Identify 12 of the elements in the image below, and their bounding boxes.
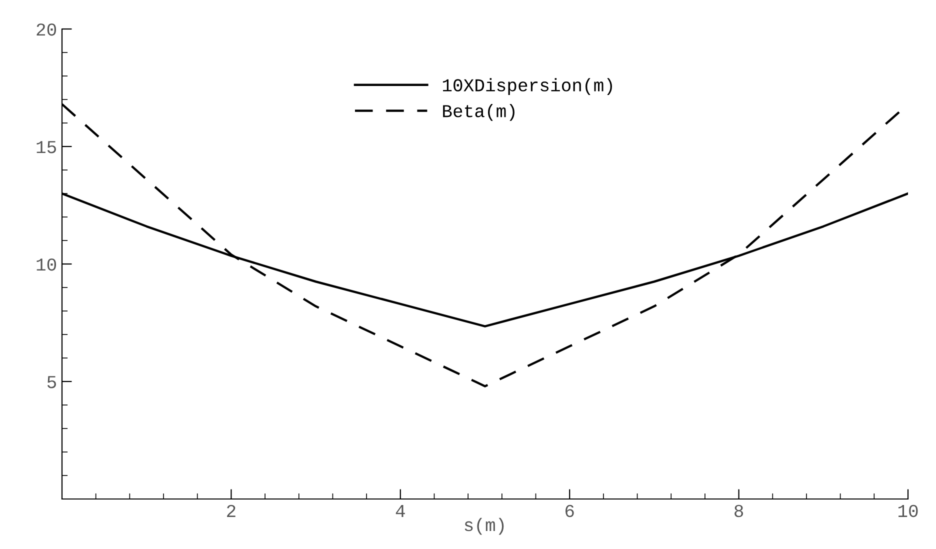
y-tick-label: 20 bbox=[36, 23, 56, 36]
y-tick-label: 15 bbox=[36, 141, 56, 154]
y-tick-label: 10 bbox=[36, 258, 56, 271]
x-tick-label: 6 bbox=[566, 504, 574, 518]
x-axis-title: s(m) bbox=[464, 518, 504, 535]
x-tick-label: 4 bbox=[396, 505, 405, 517]
x-tick-label: 8 bbox=[734, 504, 744, 518]
x-tick-label: 10 bbox=[898, 504, 918, 518]
legend-label: Beta(m) bbox=[443, 104, 514, 121]
legend-label: 10XDispersion(m) bbox=[442, 78, 612, 95]
x-tick-label: 2 bbox=[227, 504, 236, 517]
y-tick-label: 5 bbox=[47, 376, 56, 388]
